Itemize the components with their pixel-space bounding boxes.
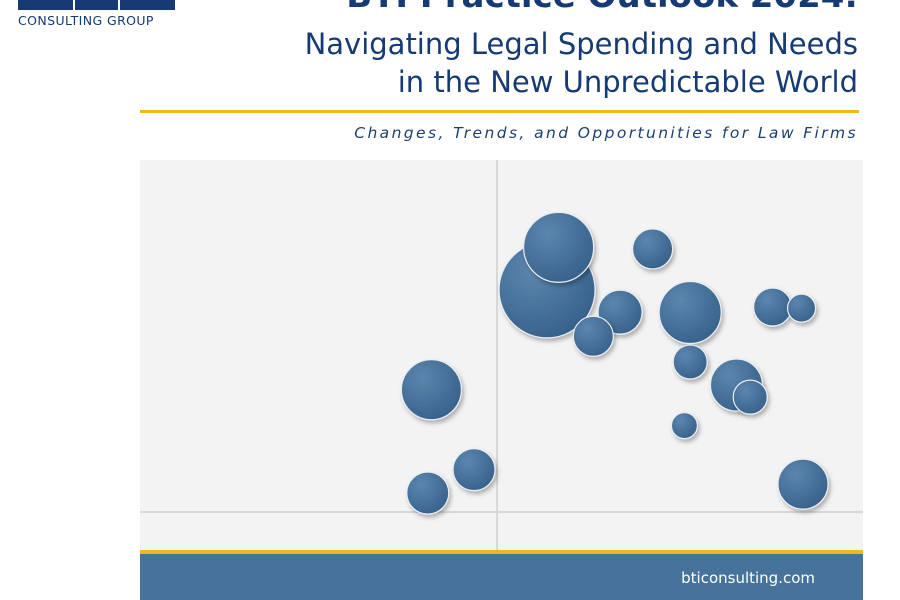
bubble-14: [452, 448, 496, 492]
title-line-1: Navigating Legal Spending and Needs: [304, 27, 858, 61]
bubble-15: [406, 471, 450, 515]
bubble-11: [732, 379, 768, 415]
logo-text: CONSULTING GROUP: [18, 13, 154, 28]
bubble-6: [658, 280, 722, 345]
bubble-chart-svg: [140, 160, 863, 550]
footer-website-link[interactable]: bticonsulting.com: [681, 569, 815, 587]
bubble-3: [632, 228, 674, 270]
bubble-5: [572, 315, 614, 357]
report-title: Navigating Legal Spending and Needs in t…: [305, 25, 858, 101]
bubble-7: [753, 287, 793, 327]
bubble-chart: [140, 160, 863, 550]
bubble-13: [400, 359, 462, 421]
bubble-2: [523, 211, 595, 283]
report-title-cut: BTI Practice Outlook 2024:: [346, 0, 858, 13]
report-subtitle: Changes, Trends, and Opportunities for L…: [354, 124, 858, 142]
bubble-12: [670, 411, 699, 440]
bubble-9: [672, 344, 708, 380]
bubble-8: [786, 293, 817, 323]
bti-logo-mark: [18, 0, 175, 10]
footer-gold-line: [140, 550, 863, 554]
bubble-group: [400, 211, 829, 515]
title-line-2: in the New Unpredictable World: [397, 65, 858, 99]
footer-bar: bticonsulting.com: [140, 554, 863, 600]
gold-divider: [140, 110, 859, 113]
bubble-16: [777, 458, 829, 510]
